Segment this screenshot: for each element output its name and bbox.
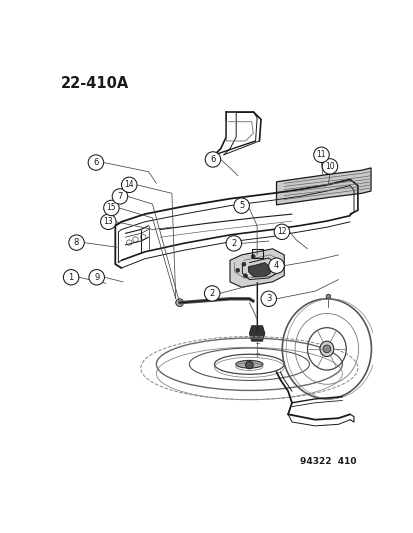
Circle shape xyxy=(313,147,328,163)
Text: 7: 7 xyxy=(117,192,122,201)
Text: 15: 15 xyxy=(107,204,116,213)
Text: 6: 6 xyxy=(93,158,98,167)
Ellipse shape xyxy=(319,341,333,357)
Text: 4: 4 xyxy=(273,261,278,270)
Circle shape xyxy=(233,198,249,213)
Circle shape xyxy=(243,274,247,278)
Circle shape xyxy=(204,286,219,301)
Text: 3: 3 xyxy=(266,294,271,303)
Circle shape xyxy=(225,236,241,251)
Text: 10: 10 xyxy=(324,162,334,171)
Circle shape xyxy=(251,255,254,259)
Text: 13: 13 xyxy=(103,217,113,227)
Circle shape xyxy=(242,262,245,266)
Text: 22-410A: 22-410A xyxy=(61,76,129,91)
Text: 94322  410: 94322 410 xyxy=(299,457,356,466)
Text: 11: 11 xyxy=(316,150,325,159)
Text: 1: 1 xyxy=(68,273,74,282)
Circle shape xyxy=(176,299,183,306)
Polygon shape xyxy=(230,249,284,287)
Text: 12: 12 xyxy=(277,227,286,236)
Text: 5: 5 xyxy=(238,201,244,210)
Circle shape xyxy=(69,235,84,251)
Circle shape xyxy=(260,291,276,306)
Text: 2: 2 xyxy=(209,289,214,298)
Ellipse shape xyxy=(235,360,262,368)
Circle shape xyxy=(103,200,119,216)
Polygon shape xyxy=(276,168,370,205)
Polygon shape xyxy=(249,326,264,341)
Circle shape xyxy=(63,270,79,285)
Circle shape xyxy=(268,258,284,273)
Text: 6: 6 xyxy=(210,155,215,164)
Circle shape xyxy=(88,155,103,170)
Circle shape xyxy=(273,224,289,239)
Circle shape xyxy=(321,159,337,174)
Polygon shape xyxy=(248,263,270,277)
Circle shape xyxy=(100,214,116,230)
Circle shape xyxy=(121,177,137,192)
Circle shape xyxy=(325,294,330,299)
Text: 8: 8 xyxy=(74,238,79,247)
Circle shape xyxy=(235,269,239,272)
Circle shape xyxy=(112,189,127,204)
Text: 9: 9 xyxy=(94,273,99,282)
Text: 14: 14 xyxy=(124,180,134,189)
Circle shape xyxy=(89,270,104,285)
Text: 2: 2 xyxy=(231,239,236,248)
Circle shape xyxy=(205,152,220,167)
Circle shape xyxy=(245,361,253,369)
Circle shape xyxy=(322,345,330,353)
